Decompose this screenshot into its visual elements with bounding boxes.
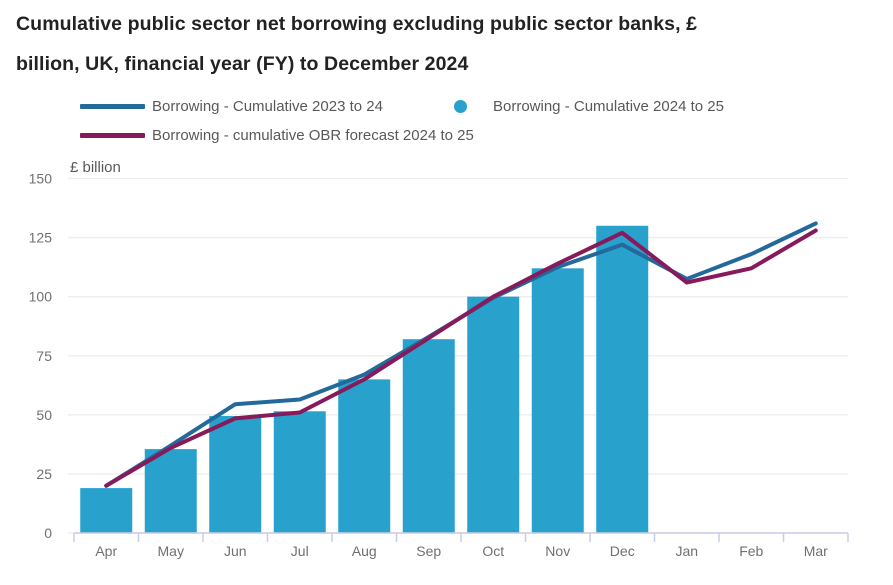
- line-borrowing-cumulative-obr-forecast-2024-to-25: [104, 228, 818, 488]
- x-tick-label-jul: Jul: [291, 543, 309, 559]
- legend-item-obr-forecast: Borrowing - cumulative OBR forecast 2024…: [80, 124, 474, 146]
- y-tick-label-100: 100: [29, 289, 53, 305]
- y-axis-unit-label: £ billion: [70, 159, 121, 176]
- x-tick-label-feb: Feb: [739, 543, 763, 559]
- chart-title-line1: Cumulative public sector net borrowing e…: [16, 13, 698, 35]
- chart-title-line2: billion, UK, financial year (FY) to Dece…: [16, 53, 469, 75]
- x-tick-label-dec: Dec: [610, 543, 635, 559]
- y-tick-label-0: 0: [44, 525, 52, 541]
- bar-jun: [209, 416, 262, 533]
- legend-line-swatch-2023-24: [80, 103, 145, 109]
- bar-dec: [596, 225, 649, 533]
- legend-label-obr-forecast: Borrowing - cumulative OBR forecast 2024…: [152, 126, 474, 144]
- x-tick-label-aug: Aug: [352, 543, 377, 559]
- y-tick-label-125: 125: [29, 230, 53, 246]
- y-tick-label-50: 50: [36, 407, 52, 423]
- legend-line-swatch-obr-forecast: [80, 132, 145, 138]
- y-tick-label-25: 25: [36, 466, 52, 482]
- bar-nov: [531, 268, 584, 533]
- legend-label-cumulative-2024-25: Borrowing - Cumulative 2024 to 25: [493, 97, 724, 115]
- x-tick-label-sep: Sep: [416, 543, 441, 559]
- x-tick-label-nov: Nov: [545, 543, 570, 559]
- legend-item-cumulative-2023-24: Borrowing - Cumulative 2023 to 24: [80, 95, 383, 117]
- bar-sep: [402, 339, 455, 533]
- bar-may: [144, 449, 197, 533]
- bar-aug: [338, 379, 391, 533]
- legend-circle-swatch-2024-25: [454, 99, 467, 113]
- x-tick-label-apr: Apr: [95, 543, 117, 559]
- chart-legend: Borrowing - Cumulative 2023 to 24 Borrow…: [80, 95, 870, 155]
- x-tick-label-may: May: [158, 543, 184, 559]
- y-tick-label-150: 150: [29, 171, 53, 187]
- bar-jul: [273, 411, 326, 533]
- y-tick-label-75: 75: [36, 348, 52, 364]
- chart-title: Cumulative public sector net borrowing e…: [16, 4, 697, 84]
- bar-apr: [80, 488, 133, 533]
- bar-oct: [467, 296, 520, 533]
- legend-item-cumulative-2024-25: Borrowing - Cumulative 2024 to 25: [448, 95, 724, 117]
- x-tick-label-mar: Mar: [804, 543, 828, 559]
- chart-plot-area: £ billion 0 25 50 75 100 125 150 Apr May Jun Jul Aug…: [29, 159, 849, 559]
- x-tick-label-jan: Jan: [675, 543, 698, 559]
- x-tick-label-jun: Jun: [224, 543, 247, 559]
- legend-label-cumulative-2023-24: Borrowing - Cumulative 2023 to 24: [152, 97, 383, 115]
- x-tick-label-oct: Oct: [482, 543, 504, 559]
